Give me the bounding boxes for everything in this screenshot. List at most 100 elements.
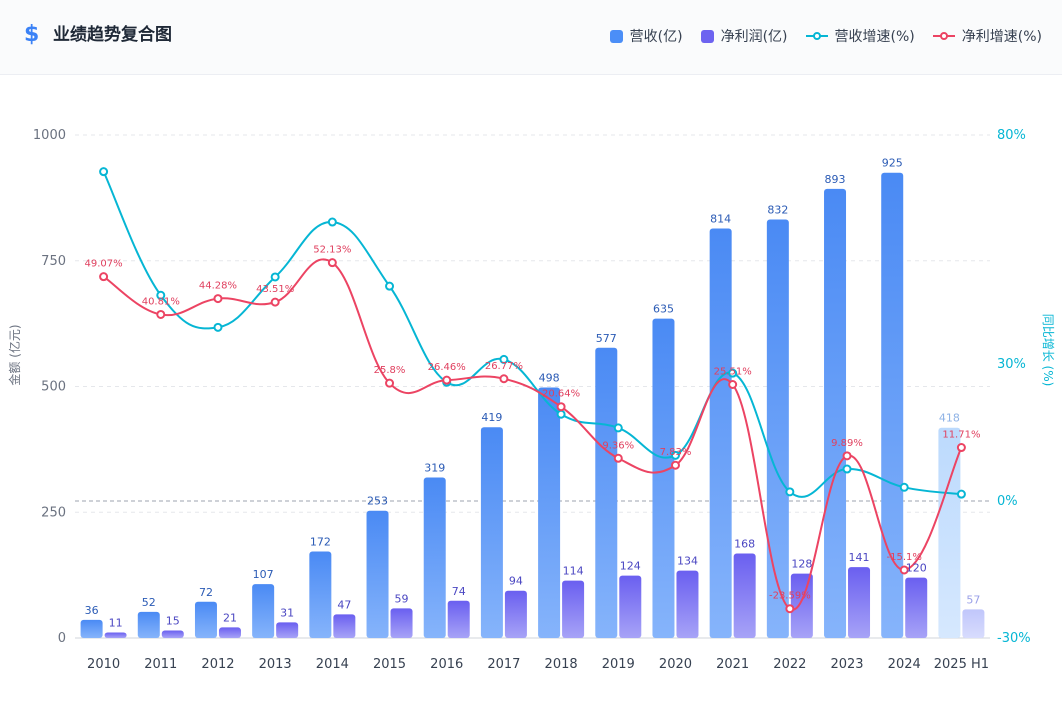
legend-swatch-revenue-growth (805, 30, 828, 42)
revenue-data-label: 925 (882, 157, 903, 170)
net-profit-data-label: 168 (734, 537, 755, 550)
revenue-data-label: 814 (710, 213, 731, 226)
profit-growth-data-label: 52.13% (313, 245, 351, 256)
profit-growth-data-label: 9.36% (602, 440, 634, 451)
net-profit-bar (562, 580, 585, 638)
revenue-bar (309, 551, 332, 638)
profit-growth-data-label: 26.46% (428, 362, 466, 373)
revenue-growth-point (270, 272, 280, 282)
revenue-bar (709, 228, 732, 639)
revenue-bar (595, 347, 618, 638)
profit-growth-point (213, 294, 223, 304)
revenue-data-label: 893 (825, 173, 846, 186)
legend-label-revenue: 营收(亿) (629, 29, 683, 45)
legend-label-revenue-growth: 营收增速(%) (834, 29, 915, 45)
net-profit-data-label: 114 (563, 565, 584, 578)
net-profit-data-label: 21 (223, 611, 237, 624)
revenue-data-label: 52 (142, 596, 156, 609)
y-tick-label: 500 (41, 380, 66, 395)
profit-growth-data-label: 7.83% (660, 447, 692, 458)
y-tick-label: 0 (58, 631, 66, 646)
revenue-growth-point (899, 482, 909, 492)
x-tick-label: 2021 (716, 657, 749, 672)
profit-growth-data-label: -15.1% (887, 552, 922, 563)
legend-item-revenue-growth[interactable]: 营收增速(%) (805, 26, 915, 46)
net-profit-bar (276, 622, 299, 638)
revenue-data-label: 419 (481, 411, 502, 424)
chart-title: 业绩趋势复合图 (53, 25, 172, 45)
profit-growth-point (728, 380, 738, 390)
x-tick-label: 2017 (487, 657, 520, 672)
revenue-bar (938, 427, 961, 638)
revenue-growth-point (327, 217, 337, 227)
profit-growth-point (385, 378, 395, 388)
net-profit-data-label: 47 (337, 598, 351, 611)
y-axis-title-left: 金额 (亿元) (7, 324, 22, 385)
net-profit-bar (848, 567, 871, 638)
revenue-growth-point (842, 464, 852, 474)
profit-growth-data-label: 20.64% (542, 389, 580, 400)
profit-growth-data-label: 40.81% (142, 296, 180, 307)
net-profit-bar (104, 632, 127, 638)
revenue-growth-line (102, 171, 962, 498)
profit-growth-point (785, 604, 795, 614)
net-profit-data-label: 134 (677, 555, 698, 568)
legend-item-revenue[interactable]: 营收(亿) (609, 26, 683, 46)
revenue-data-label: 107 (253, 568, 274, 581)
revenue-bar (480, 427, 503, 638)
net-profit-bar (504, 590, 527, 638)
legend-item-net-profit[interactable]: 净利润(亿) (700, 26, 788, 46)
y-axis-right: -30% 0% 30% 80% (997, 128, 1031, 646)
revenue-bar (252, 584, 275, 638)
profit-growth-point (556, 402, 566, 412)
profit-growth-data-label: 44.28% (199, 281, 237, 292)
revenue-growth-point (956, 489, 966, 499)
revenue-bar (80, 619, 103, 638)
profit-growth-point (156, 309, 166, 319)
revenue-data-label: 72 (199, 586, 213, 599)
x-tick-label: 2015 (373, 657, 406, 672)
chart-header: $ 业绩趋势复合图 营收(亿) 净利润(亿) 营收增速(%) 净利增速(%) (0, 0, 1062, 75)
revenue-bar (824, 188, 847, 639)
profit-growth-point (442, 375, 452, 385)
x-tick-label: 2011 (144, 657, 177, 672)
revenue-growth-point (670, 450, 680, 460)
profit-growth-point (842, 451, 852, 461)
profit-growth-data-label: 9.89% (831, 438, 863, 449)
revenue-bar (652, 318, 675, 638)
net-profit-bar (390, 608, 413, 638)
x-tick-label: 2012 (201, 657, 234, 672)
revenue-bar (423, 477, 446, 638)
net-profit-data-label: 15 (166, 614, 180, 627)
net-profit-data-label: 120 (906, 562, 927, 575)
x-tick-label: 2020 (659, 657, 692, 672)
bar-series (80, 172, 985, 639)
revenue-data-label: 36 (85, 604, 99, 617)
net-profit-bar (619, 575, 642, 638)
y-axis-left: 0 250 500 750 1000 (33, 128, 66, 646)
profit-growth-point (670, 460, 680, 470)
revenue-data-label: 498 (539, 372, 560, 385)
y-tick-label: 1000 (33, 128, 66, 143)
revenue-bar (194, 601, 217, 638)
revenue-growth-point (156, 290, 166, 300)
revenue-data-label: 832 (767, 204, 788, 217)
profit-growth-point (613, 453, 623, 463)
x-tick-label: 2010 (87, 657, 120, 672)
legend-label-profit-growth: 净利增速(%) (961, 29, 1042, 45)
y-axis-title-right: 同比增长 (%) (1041, 314, 1055, 387)
revenue-growth-point (499, 354, 509, 364)
y-right-tick-label: 30% (997, 357, 1026, 372)
net-profit-bar (962, 609, 985, 638)
net-profit-bar (905, 577, 928, 638)
net-profit-data-label: 57 (966, 593, 980, 606)
legend-swatch-net-profit (700, 29, 714, 43)
legend-item-profit-growth[interactable]: 净利增速(%) (932, 26, 1042, 46)
net-profit-bar (676, 570, 699, 638)
net-profit-data-label: 74 (452, 585, 466, 598)
x-tick-label: 2013 (259, 657, 292, 672)
profit-growth-point (499, 374, 509, 384)
net-profit-data-label: 128 (791, 558, 812, 571)
net-profit-data-label: 141 (849, 551, 870, 564)
x-tick-label: 2025 H1 (934, 657, 989, 672)
